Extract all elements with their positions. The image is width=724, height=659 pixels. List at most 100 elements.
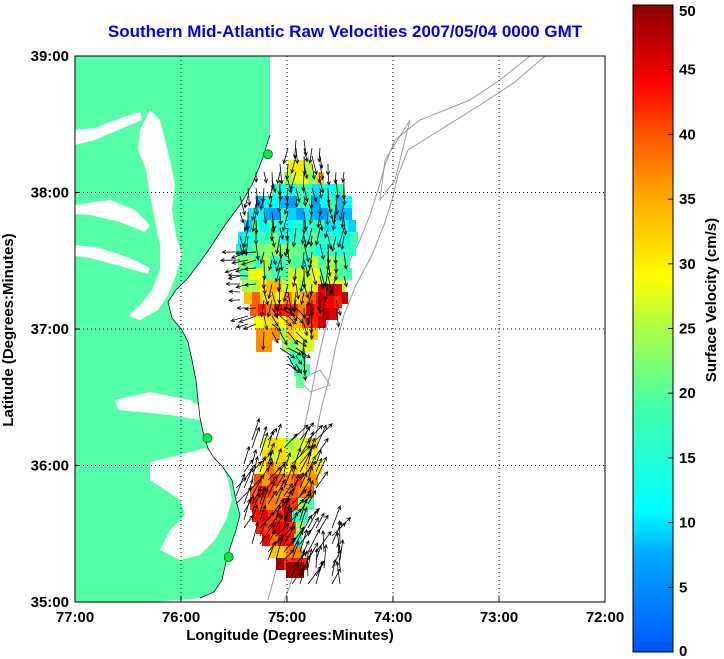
velocity-cell — [266, 280, 274, 292]
velocity-arrow — [239, 211, 245, 224]
colorbar-tick-label: 35 — [679, 191, 696, 208]
velocity-arrow — [295, 355, 303, 366]
x-tick-label: 74:00 — [374, 609, 412, 626]
velocity-arrow — [275, 259, 281, 273]
velocity-arrow — [291, 424, 309, 441]
velocity-arrow — [283, 433, 298, 449]
grid-lines — [75, 56, 605, 602]
velocity-arrow — [279, 163, 284, 185]
velocity-cell — [256, 268, 264, 280]
velocity-cell — [310, 232, 318, 244]
velocity-cell — [302, 364, 310, 376]
velocity-arrow — [243, 478, 254, 505]
velocity-cell — [334, 284, 342, 296]
velocity-arrow — [267, 449, 274, 465]
velocity-cell — [304, 184, 312, 196]
velocity-arrow — [335, 561, 341, 585]
velocity-arrow — [247, 187, 252, 207]
velocity-arrow — [323, 283, 329, 301]
radar-stations — [202, 149, 273, 562]
velocity-cell — [310, 438, 318, 450]
velocity-arrow — [275, 472, 286, 489]
velocity-arrow — [327, 259, 332, 278]
y-tick-label: 36:00 — [31, 458, 69, 475]
velocity-arrow — [303, 363, 308, 382]
velocity-cell — [276, 558, 284, 570]
velocity-cell — [306, 304, 314, 316]
velocity-cell — [282, 498, 290, 510]
velocity-arrow — [279, 315, 293, 327]
velocity-arrow — [259, 486, 267, 505]
velocity-cell — [326, 296, 334, 308]
velocity-arrow — [287, 363, 301, 374]
velocity-arrow — [267, 529, 276, 545]
velocity-arrow — [329, 275, 337, 295]
velocity-cell — [270, 534, 278, 546]
velocity-cell — [278, 474, 286, 486]
velocity-cell — [294, 232, 302, 244]
colorbar-tick-label: 5 — [679, 579, 687, 596]
velocity-cell — [280, 208, 288, 220]
velocity-arrow — [259, 195, 265, 211]
colorbar-tick-label: 20 — [679, 385, 696, 402]
velocity-cell — [348, 220, 356, 232]
velocity-cell — [348, 244, 356, 256]
velocity-arrow — [343, 219, 348, 236]
velocity-arrow — [259, 522, 274, 545]
velocity-arrow — [278, 243, 283, 259]
velocity-arrow — [259, 251, 265, 265]
velocity-arrow — [279, 227, 284, 240]
velocity-arrow — [267, 283, 273, 300]
velocity-cell — [262, 316, 270, 328]
velocity-arrow — [311, 163, 316, 180]
velocity-arrow — [326, 171, 331, 186]
velocity-cell — [312, 208, 320, 220]
velocity-cell — [256, 208, 264, 220]
velocity-arrow — [251, 492, 261, 513]
velocity-cell — [292, 220, 300, 232]
velocity-arrow — [275, 486, 284, 505]
velocity-cell — [262, 474, 270, 486]
velocity-arrow — [271, 235, 276, 248]
velocity-arrow — [319, 275, 324, 290]
velocity-cell — [272, 208, 280, 220]
colorbar-tick-label: 30 — [679, 256, 696, 273]
velocity-cell — [318, 232, 326, 244]
velocity-cell — [262, 534, 270, 546]
velocity-arrow — [299, 529, 312, 545]
velocity-arrow — [291, 540, 300, 561]
velocity-cell — [340, 292, 348, 304]
velocity-arrow — [283, 482, 293, 497]
velocity-arrow — [275, 522, 290, 537]
velocity-cell — [324, 220, 332, 232]
velocity-arrow — [283, 489, 292, 513]
velocity-arrow — [259, 425, 268, 449]
velocity-arrow — [291, 526, 305, 545]
velocity-cell — [278, 450, 286, 462]
velocity-arrow — [327, 235, 333, 250]
velocity-arrow — [267, 480, 276, 497]
velocity-cell — [336, 196, 344, 208]
velocity-arrow — [299, 528, 308, 553]
velocity-arrow — [337, 519, 342, 545]
velocity-cell — [310, 256, 318, 268]
velocity-cell — [286, 316, 294, 328]
velocity-arrow — [340, 211, 345, 229]
velocity-arrow — [343, 251, 348, 270]
velocity-cell — [280, 184, 288, 196]
velocity-arrow — [325, 211, 330, 226]
velocity-cell — [296, 184, 304, 196]
velocity-arrow — [259, 299, 265, 318]
velocity-arrow — [227, 273, 249, 278]
velocity-arrow — [275, 463, 285, 481]
velocity-arrow — [311, 187, 318, 203]
velocity-cell — [276, 292, 284, 304]
velocity-arrow — [283, 549, 295, 561]
velocity-cell — [302, 232, 310, 244]
velocity-arrow — [317, 171, 322, 184]
delaware-bay — [75, 112, 142, 145]
velocity-arrow — [287, 331, 299, 346]
velocity-arrow — [225, 281, 241, 287]
colorbar-tick-label: 50 — [679, 3, 696, 20]
velocity-arrow — [303, 147, 309, 163]
